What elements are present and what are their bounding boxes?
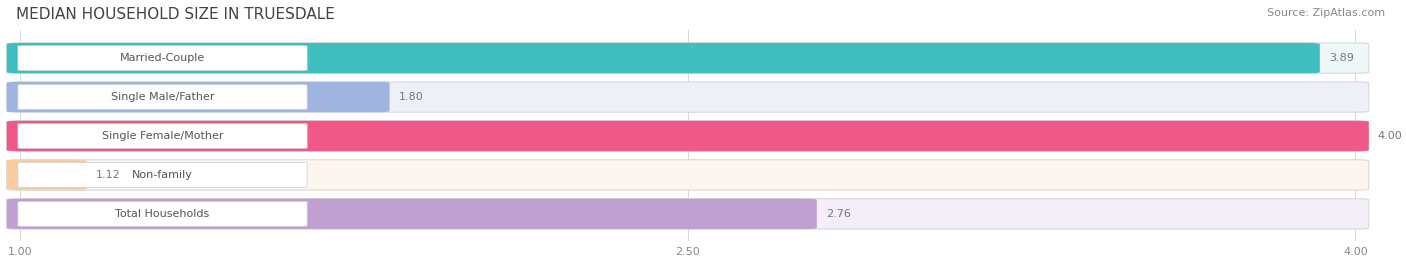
Text: Married-Couple: Married-Couple: [120, 53, 205, 63]
FancyBboxPatch shape: [7, 199, 817, 229]
Text: Source: ZipAtlas.com: Source: ZipAtlas.com: [1267, 8, 1385, 18]
FancyBboxPatch shape: [7, 121, 1369, 151]
FancyBboxPatch shape: [18, 201, 307, 226]
Text: Non-family: Non-family: [132, 170, 193, 180]
FancyBboxPatch shape: [18, 84, 307, 109]
FancyBboxPatch shape: [7, 199, 1369, 229]
FancyBboxPatch shape: [18, 162, 307, 187]
FancyBboxPatch shape: [7, 160, 1369, 190]
Text: 2.76: 2.76: [825, 209, 851, 219]
FancyBboxPatch shape: [7, 43, 1320, 73]
Text: 1.12: 1.12: [96, 170, 121, 180]
Text: Single Male/Father: Single Male/Father: [111, 92, 214, 102]
FancyBboxPatch shape: [7, 43, 1369, 73]
FancyBboxPatch shape: [7, 82, 389, 112]
FancyBboxPatch shape: [18, 45, 307, 70]
Text: 4.00: 4.00: [1378, 131, 1402, 141]
Text: Total Households: Total Households: [115, 209, 209, 219]
Text: 3.89: 3.89: [1329, 53, 1354, 63]
FancyBboxPatch shape: [18, 123, 307, 148]
Text: Single Female/Mother: Single Female/Mother: [101, 131, 224, 141]
FancyBboxPatch shape: [7, 82, 1369, 112]
FancyBboxPatch shape: [7, 121, 1369, 151]
FancyBboxPatch shape: [7, 160, 87, 190]
Text: 1.80: 1.80: [398, 92, 423, 102]
Text: MEDIAN HOUSEHOLD SIZE IN TRUESDALE: MEDIAN HOUSEHOLD SIZE IN TRUESDALE: [15, 7, 335, 22]
